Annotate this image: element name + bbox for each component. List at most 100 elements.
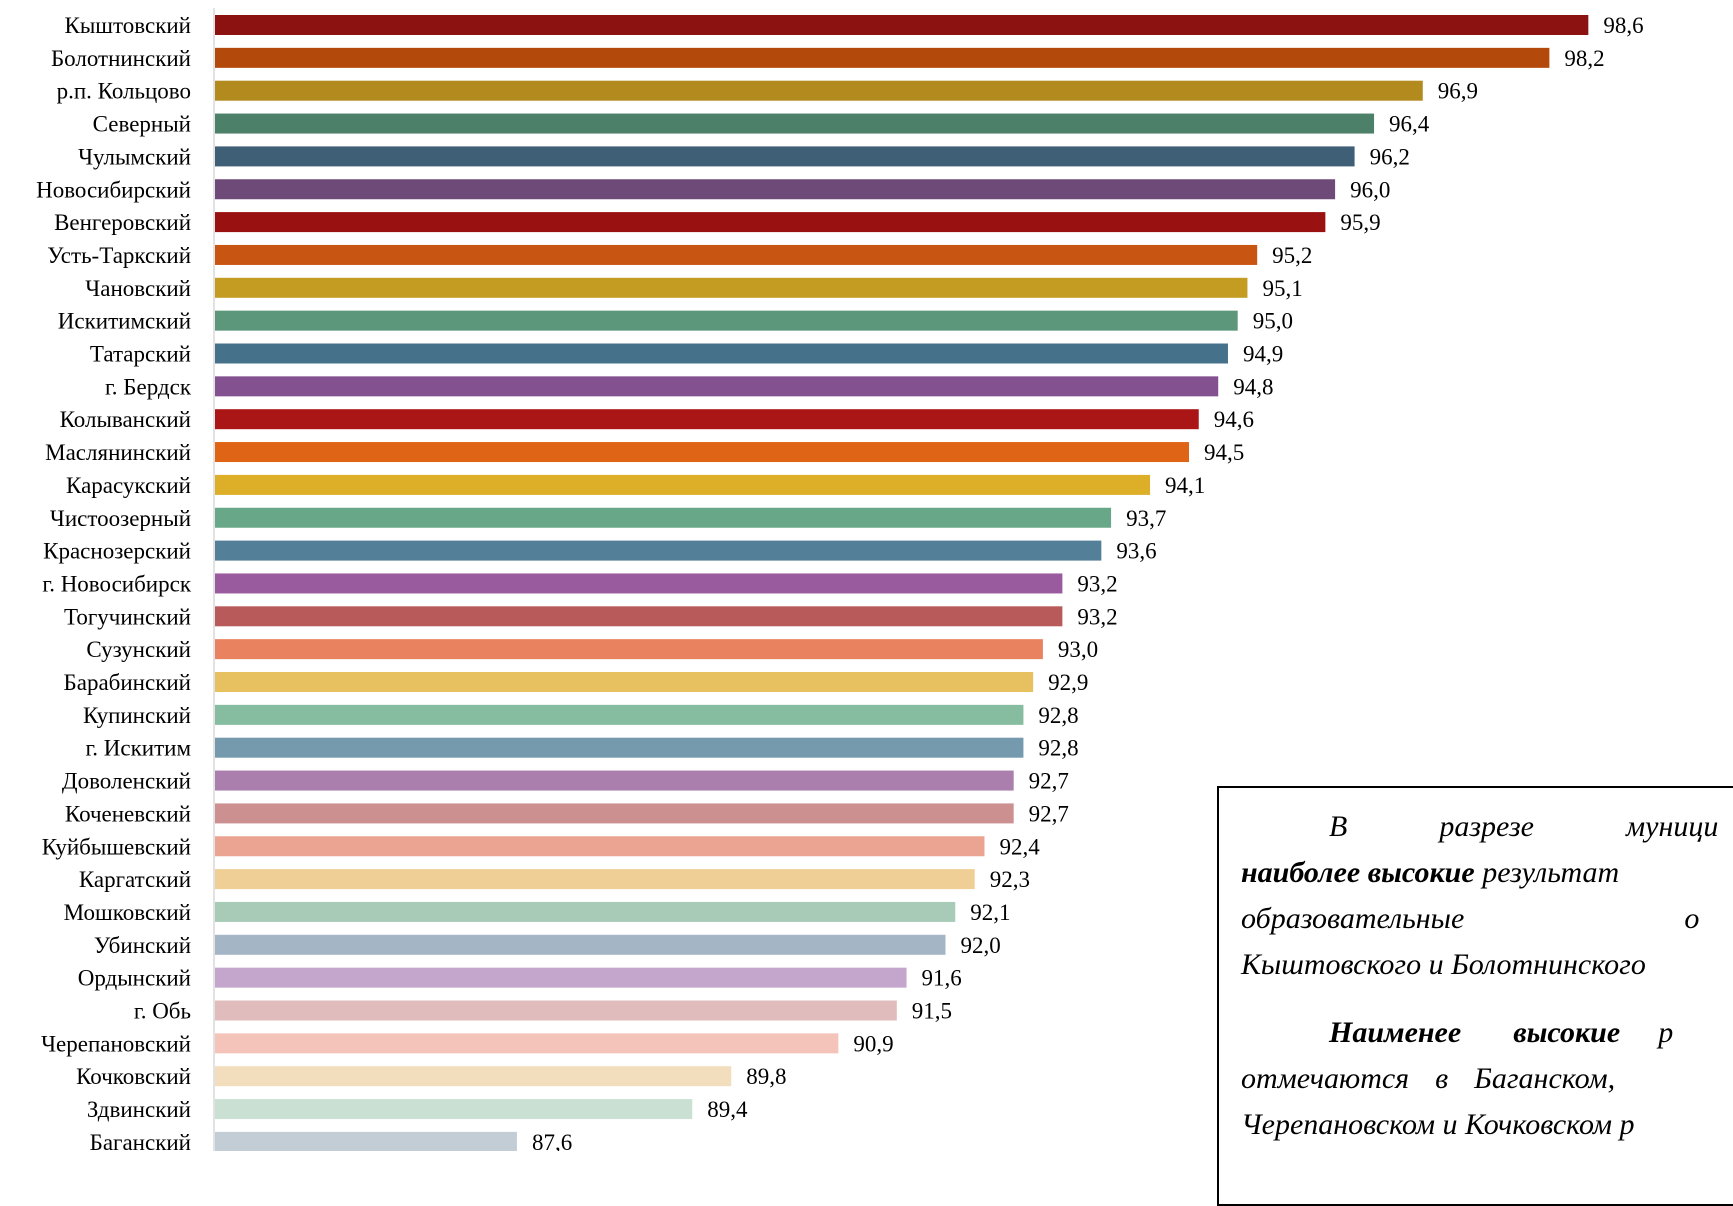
callout-word: разрезе	[1439, 810, 1534, 843]
bar	[215, 310, 1238, 331]
bar	[215, 672, 1034, 692]
value-label: 89,8	[746, 1064, 786, 1089]
category-label: Барабинский	[64, 670, 191, 695]
bar	[215, 409, 1199, 430]
category-label: Кочковский	[76, 1064, 191, 1089]
callout-word: Баганском,	[1474, 1062, 1616, 1095]
bar	[215, 606, 1063, 627]
value-label: 92,1	[970, 900, 1010, 925]
callout-p1-line2: наиболее высокие результат	[1241, 850, 1733, 896]
category-label: Каргатский	[79, 867, 191, 892]
callout-word: о	[1684, 902, 1700, 935]
bar	[215, 1099, 693, 1120]
bar	[215, 704, 1024, 725]
category-label: Татарский	[90, 342, 191, 367]
bar	[215, 803, 1014, 824]
value-label: 92,4	[999, 834, 1040, 859]
value-label: 94,1	[1165, 473, 1205, 498]
value-label: 92,0	[961, 933, 1001, 958]
callout-text: результат	[1474, 856, 1620, 889]
value-label: 94,8	[1233, 374, 1273, 399]
value-label: 92,3	[990, 867, 1030, 892]
category-label: Мошковский	[64, 900, 191, 925]
bar	[215, 737, 1024, 758]
category-label: Северный	[93, 112, 191, 137]
bar	[215, 343, 1228, 364]
category-label: Купинский	[83, 703, 191, 728]
bar	[215, 1131, 517, 1151]
value-label: 91,6	[922, 966, 962, 991]
callout-word: в	[1435, 1062, 1449, 1095]
callout-p1-line3: образовательные о	[1241, 896, 1733, 942]
value-label: 92,7	[1029, 769, 1069, 794]
category-label: Чулымский	[78, 144, 191, 169]
value-label: 92,8	[1038, 703, 1078, 728]
bar	[215, 639, 1043, 660]
value-label: 93,2	[1077, 571, 1117, 596]
category-label: р.п. Кольцово	[57, 79, 191, 104]
callout-p2-line1: Наименее высокие р	[1241, 1010, 1733, 1056]
value-label: 93,0	[1058, 637, 1098, 662]
bar	[215, 212, 1326, 233]
category-label: Краснозерский	[43, 539, 191, 564]
bar	[215, 934, 946, 955]
category-label: Маслянинский	[45, 440, 191, 465]
callout-p2-line2: отмечаются в Баганском,	[1241, 1056, 1733, 1102]
category-label: Убинский	[94, 933, 191, 958]
value-label: 95,0	[1253, 309, 1293, 334]
value-label: 95,2	[1272, 243, 1312, 268]
callout-word: В	[1329, 810, 1348, 843]
value-label: 96,4	[1389, 112, 1430, 137]
value-label: 93,7	[1126, 506, 1166, 531]
value-label: 93,6	[1116, 539, 1156, 564]
bar	[215, 15, 1589, 35]
value-label: 96,0	[1350, 177, 1390, 202]
callout-word: р	[1658, 1016, 1674, 1049]
category-label: Тогучинский	[64, 604, 191, 629]
bar	[215, 967, 907, 988]
category-label: Сузунский	[86, 637, 191, 662]
value-label: 94,9	[1243, 342, 1283, 367]
category-label: Болотнинский	[51, 46, 191, 71]
bar	[215, 80, 1423, 101]
bar	[215, 47, 1550, 68]
category-label: Здвинский	[87, 1097, 191, 1122]
category-label: Венгеровский	[54, 210, 191, 235]
category-label: Доволенский	[62, 769, 191, 794]
category-label: г. Искитим	[85, 736, 191, 761]
value-label: 92,8	[1038, 736, 1078, 761]
value-label: 87,6	[532, 1130, 572, 1151]
bar	[215, 113, 1375, 134]
category-label: Новосибирский	[36, 177, 191, 202]
category-label: Чистоозерный	[50, 506, 191, 531]
callout-word: образовательные	[1241, 902, 1465, 935]
category-label: Коченевский	[65, 801, 191, 826]
value-label: 95,1	[1262, 276, 1302, 301]
value-label: 95,9	[1340, 210, 1380, 235]
bar	[215, 1033, 839, 1054]
callout-p2-line3: Черепановском и Кочковском р	[1241, 1108, 1635, 1141]
bar	[215, 869, 975, 890]
category-label: г. Бердск	[105, 374, 192, 399]
category-label: Колыванский	[60, 407, 191, 432]
category-label: Чановский	[85, 276, 191, 301]
value-label: 94,5	[1204, 440, 1244, 465]
value-label: 92,9	[1048, 670, 1088, 695]
bar	[215, 1066, 732, 1087]
bar-chart: Кыштовский 98,6 Болотнинский 98,2 р.п. Кольц…	[36, 8, 1644, 1151]
bar	[215, 442, 1189, 463]
bar	[215, 146, 1355, 167]
value-label: 91,5	[912, 999, 952, 1024]
callout-bold-highest: наиболее высокие	[1241, 856, 1475, 889]
callout-p1-line4: Кыштовского и Болотнинского	[1241, 948, 1646, 981]
bar	[215, 836, 985, 857]
category-label: Баганский	[90, 1130, 191, 1151]
value-label: 98,2	[1564, 46, 1604, 71]
callout-bold-lowest: высокие	[1513, 1016, 1621, 1049]
category-label: Ордынский	[78, 966, 191, 991]
callout-bold-lowest: Наименее	[1329, 1016, 1462, 1049]
category-label: г. Обь	[134, 999, 191, 1024]
callout-word: муници	[1625, 810, 1719, 843]
